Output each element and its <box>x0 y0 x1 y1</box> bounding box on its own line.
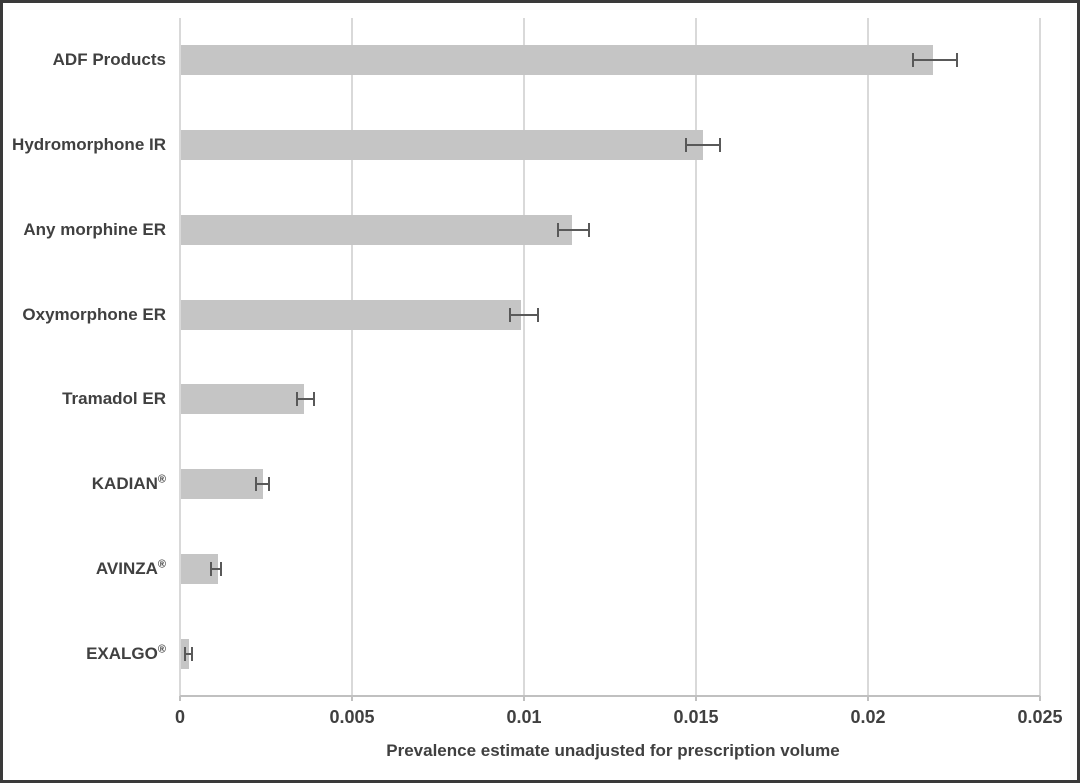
gridline <box>351 18 353 696</box>
error-bar-line-kadian <box>255 483 270 486</box>
x-tick-label: 0 <box>174 707 186 727</box>
category-label-oxymorphone-er: Oxymorphone ER <box>22 304 166 324</box>
error-bar-cap-low-avinza <box>209 561 212 576</box>
error-bar-line-oxymorphone-er <box>510 313 538 316</box>
x-axis-tick <box>523 696 525 701</box>
x-tick-label: 0.005 <box>329 707 375 727</box>
gridline <box>523 18 525 696</box>
x-axis-tick <box>867 696 869 701</box>
error-bar-cap-high-avinza <box>220 561 223 576</box>
category-label-any-morphine-er: Any morphine ER <box>23 219 166 239</box>
error-bar-cap-low-kadian <box>254 477 257 492</box>
error-bar-line-adf-products <box>912 59 958 62</box>
x-tick-label: 0.02 <box>850 707 886 727</box>
error-bar-line-tramadol-er <box>296 398 315 401</box>
error-bar-cap-high-adf-products <box>956 53 959 68</box>
category-label-hydromorphone-ir: Hydromorphone IR <box>12 135 166 155</box>
error-bar-line-exalgo <box>185 652 193 655</box>
category-label-adf-products: ADF Products <box>52 50 166 70</box>
error-bar-cap-low-tramadol-er <box>295 392 298 407</box>
gridline <box>695 18 697 696</box>
error-bar-cap-low-adf-products <box>911 53 914 68</box>
x-tick-label: 0.025 <box>1017 707 1063 727</box>
error-bar-cap-high-kadian <box>268 477 271 492</box>
gridline <box>1039 18 1041 696</box>
category-label-kadian: KADIAN® <box>91 473 166 494</box>
x-axis-line <box>180 695 1040 697</box>
error-bar-cap-high-oxymorphone-er <box>536 307 539 322</box>
category-label-avinza: AVINZA® <box>95 558 166 578</box>
error-bar-cap-low-any-morphine-er <box>557 222 560 237</box>
error-bar-cap-low-exalgo <box>184 646 187 661</box>
bar-any-morphine-er <box>181 214 573 245</box>
bar-oxymorphone-er <box>181 299 521 330</box>
x-axis-title: Prevalence estimate unadjusted for presc… <box>386 741 840 760</box>
error-bar-cap-high-any-morphine-er <box>588 222 591 237</box>
gridline <box>179 18 181 696</box>
error-bar-cap-low-hydromorphone-ir <box>684 138 687 153</box>
category-label-exalgo: EXALGO® <box>86 642 166 663</box>
error-bar-cap-high-tramadol-er <box>313 392 316 407</box>
x-tick-label: 0.015 <box>673 707 719 727</box>
category-label-tramadol-er: Tramadol ER <box>62 389 166 409</box>
plot-area: 0 0.005 0.01 0.015 0.02 0.025 ADF Products Hydr… <box>3 3 1077 780</box>
gridline <box>867 18 869 696</box>
error-bar-cap-high-hydromorphone-ir <box>719 138 722 153</box>
x-axis-tick <box>695 696 697 701</box>
bar-hydromorphone-ir <box>181 130 703 161</box>
bar-kadian <box>181 469 263 500</box>
error-bar-cap-low-oxymorphone-er <box>509 307 512 322</box>
x-axis-tick <box>179 696 181 701</box>
error-bar-line-hydromorphone-ir <box>685 144 721 147</box>
x-axis-tick <box>1039 696 1041 701</box>
x-axis-tick <box>351 696 353 701</box>
error-bar-cap-high-exalgo <box>191 646 194 661</box>
bar-adf-products <box>181 45 934 76</box>
bar-tramadol-er <box>181 384 304 415</box>
error-bar-line-any-morphine-er <box>558 228 590 231</box>
x-tick-label: 0.01 <box>506 707 542 727</box>
error-bar-line-avinza <box>210 567 222 570</box>
